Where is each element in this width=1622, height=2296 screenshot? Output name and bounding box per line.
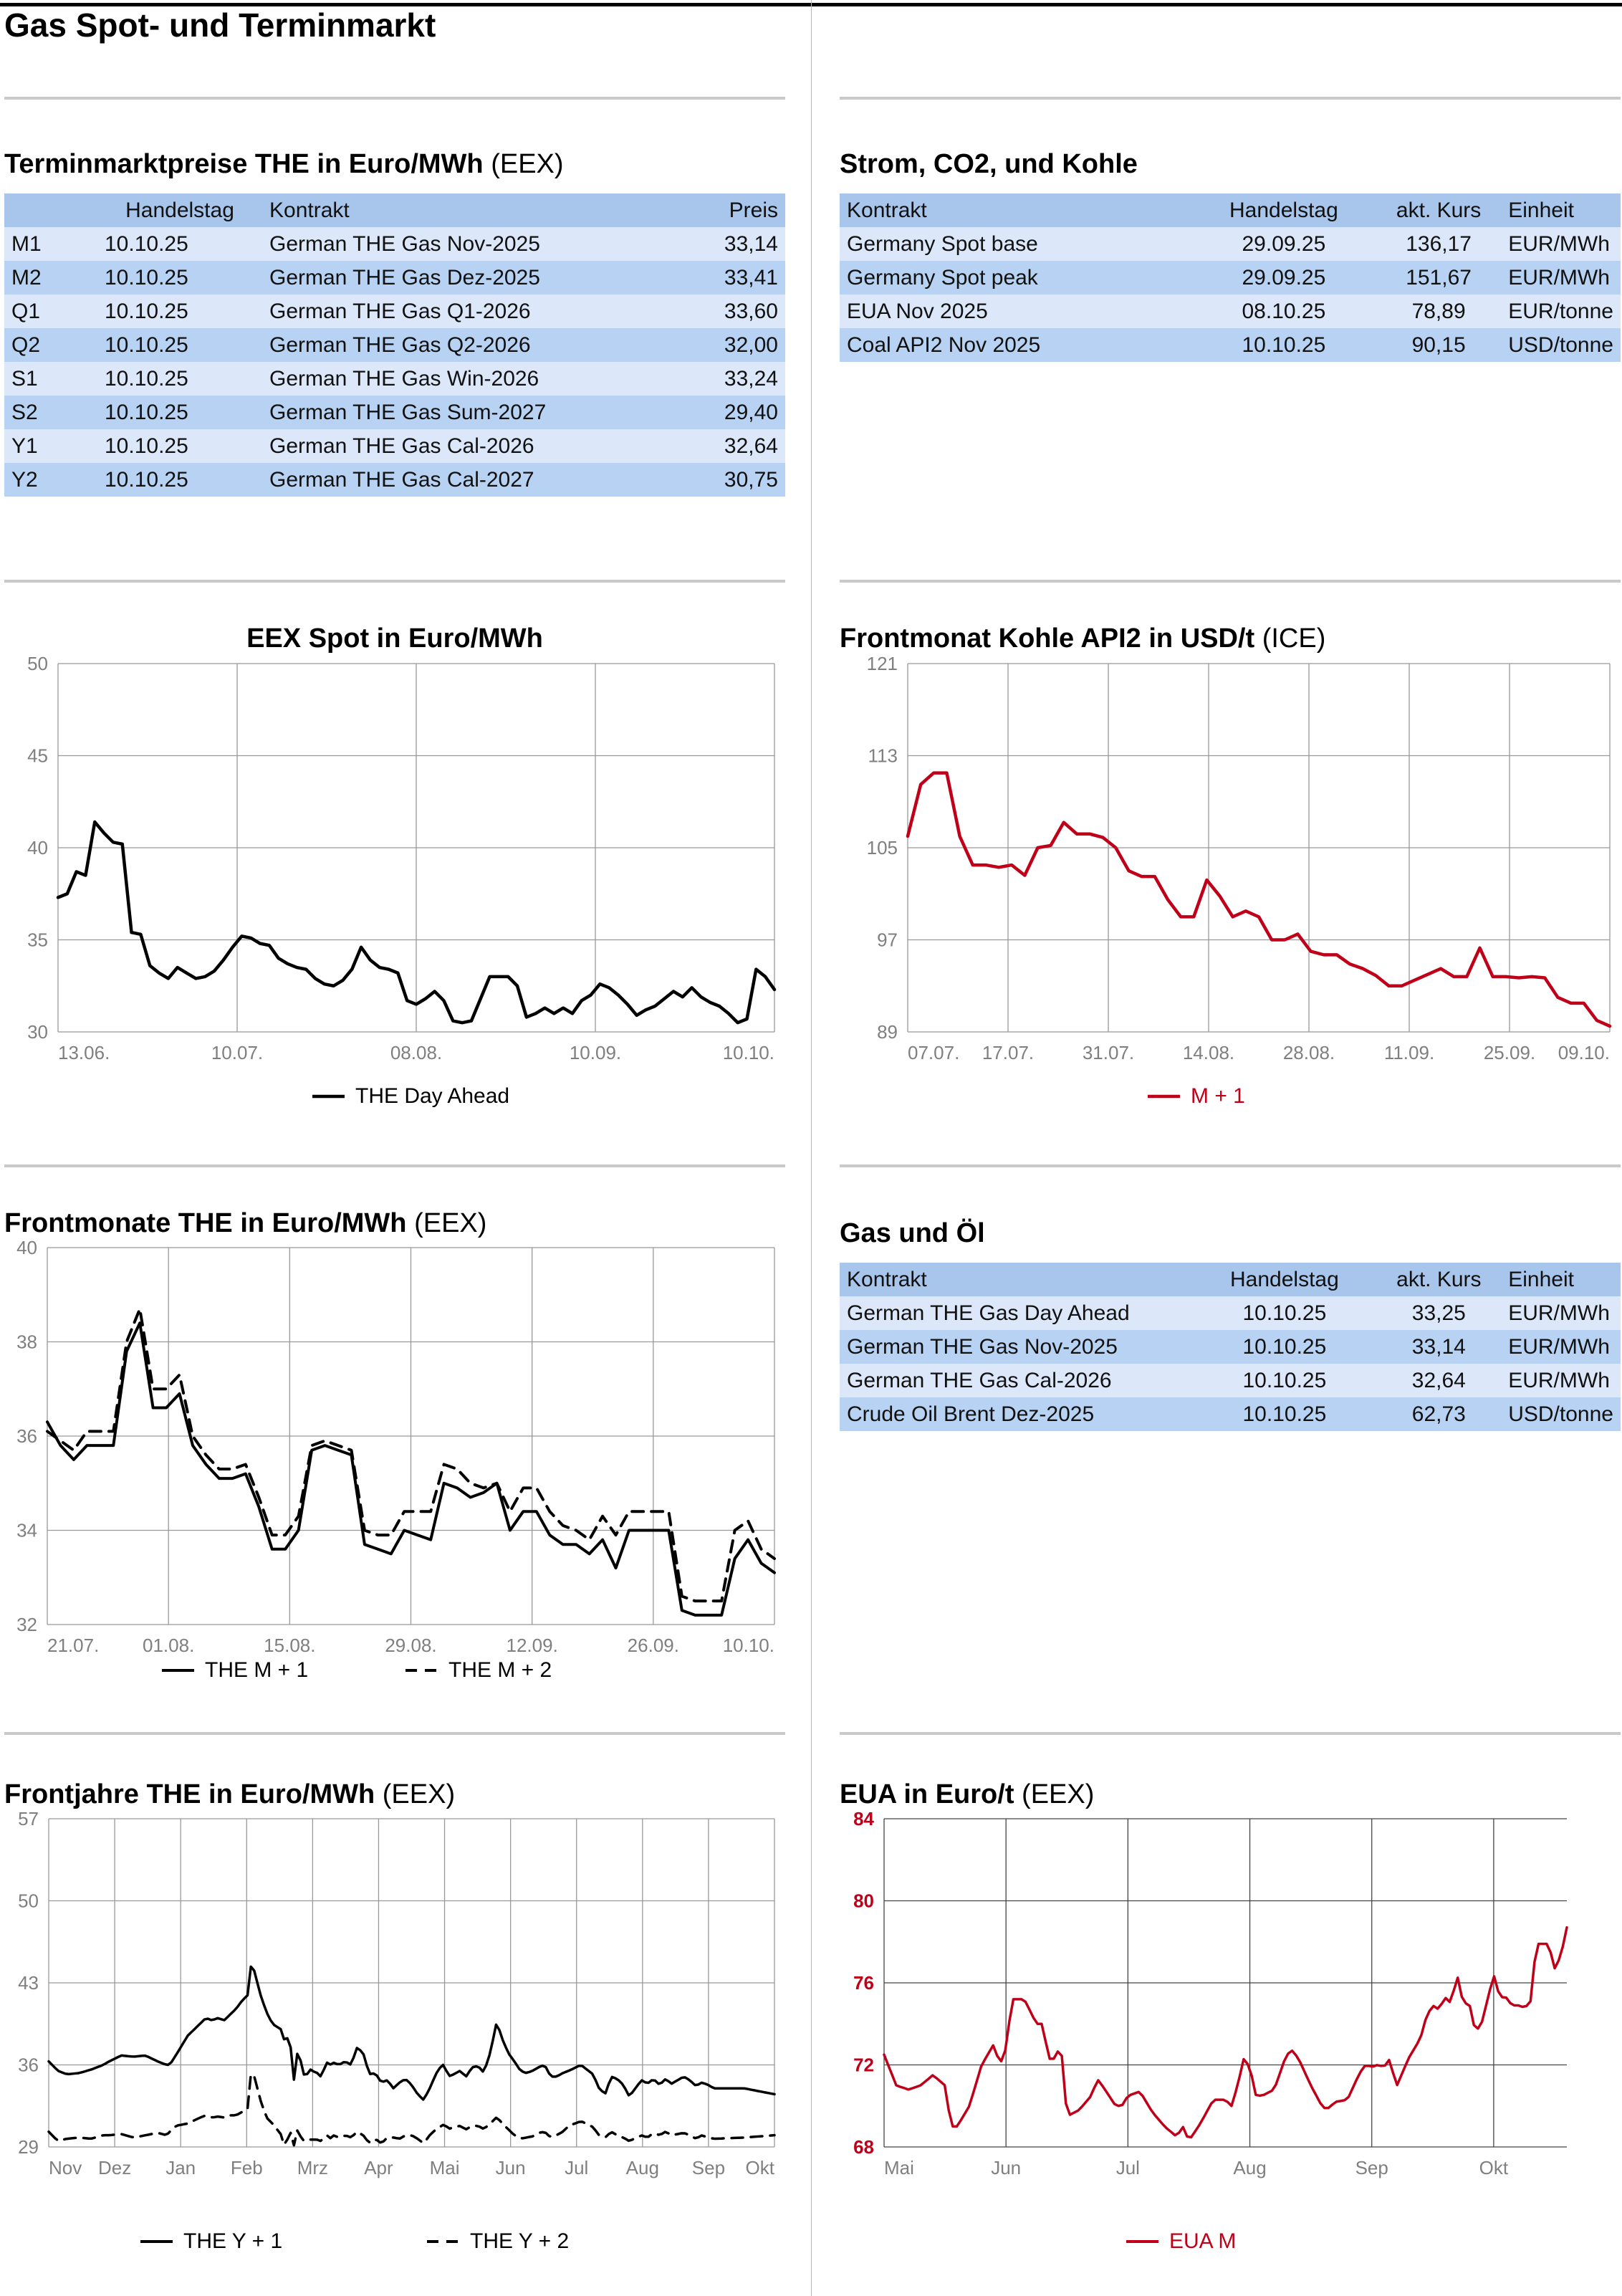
svg-text:113: 113 [868, 745, 898, 767]
svg-text:15.08.: 15.08. [264, 1635, 315, 1656]
svg-text:Okt: Okt [1479, 2157, 1509, 2178]
svg-text:01.08.: 01.08. [143, 1635, 194, 1656]
svg-text:Dez: Dez [98, 2157, 131, 2178]
svg-text:68: 68 [853, 2136, 874, 2158]
svg-text:10.09.: 10.09. [570, 1042, 621, 1063]
svg-text:26.09.: 26.09. [628, 1635, 679, 1656]
svg-text:28.08.: 28.08. [1283, 1042, 1335, 1063]
svg-text:THE M + 1: THE M + 1 [205, 1658, 308, 1682]
svg-text:36: 36 [16, 1425, 37, 1447]
svg-text:121: 121 [867, 653, 898, 674]
svg-text:THE Y + 2: THE Y + 2 [470, 2229, 569, 2253]
svg-text:12.09.: 12.09. [507, 1635, 558, 1656]
svg-text:Feb: Feb [231, 2157, 263, 2178]
svg-text:50: 50 [18, 1890, 39, 1912]
svg-text:34: 34 [16, 1520, 37, 1541]
svg-text:57: 57 [18, 1812, 39, 1829]
svg-text:07.07.: 07.07. [908, 1042, 959, 1063]
svg-text:THE Y + 1: THE Y + 1 [183, 2229, 282, 2253]
svg-text:50: 50 [27, 653, 48, 674]
svg-text:10.07.: 10.07. [211, 1042, 263, 1063]
svg-text:10.10.: 10.10. [723, 1635, 774, 1656]
svg-text:45: 45 [27, 745, 48, 767]
svg-text:THE Day Ahead: THE Day Ahead [355, 1084, 509, 1108]
svg-text:14.08.: 14.08. [1183, 1042, 1234, 1063]
svg-text:72: 72 [853, 2055, 874, 2076]
svg-text:21.07.: 21.07. [47, 1635, 99, 1656]
svg-text:Jul: Jul [1116, 2157, 1140, 2178]
svg-text:Jun: Jun [991, 2157, 1021, 2178]
svg-text:29: 29 [18, 2136, 39, 2158]
svg-text:97: 97 [877, 929, 898, 951]
svg-text:40: 40 [27, 837, 48, 858]
svg-text:Aug: Aug [1233, 2157, 1266, 2178]
svg-text:17.07.: 17.07. [982, 1042, 1034, 1063]
svg-text:Sep: Sep [692, 2157, 725, 2178]
svg-text:M + 1: M + 1 [1191, 1084, 1245, 1108]
svg-text:35: 35 [27, 929, 48, 951]
svg-text:10.10.: 10.10. [723, 1042, 774, 1063]
svg-text:Jul: Jul [565, 2157, 588, 2178]
svg-text:Mai: Mai [430, 2157, 460, 2178]
svg-text:Nov: Nov [49, 2157, 82, 2178]
svg-text:89: 89 [877, 1021, 898, 1043]
svg-text:Apr: Apr [364, 2157, 393, 2178]
svg-text:40: 40 [16, 1240, 37, 1258]
svg-text:THE M + 2: THE M + 2 [448, 1658, 552, 1682]
svg-text:EUA M: EUA M [1169, 2229, 1236, 2253]
svg-text:32: 32 [16, 1614, 37, 1635]
svg-text:80: 80 [853, 1890, 874, 1912]
svg-text:Jan: Jan [165, 2157, 196, 2178]
svg-text:Mai: Mai [884, 2157, 914, 2178]
svg-text:Aug: Aug [626, 2157, 659, 2178]
svg-text:31.07.: 31.07. [1083, 1042, 1134, 1063]
svg-text:09.10.: 09.10. [1558, 1042, 1610, 1063]
svg-text:11.09.: 11.09. [1384, 1042, 1434, 1063]
svg-text:Jun: Jun [496, 2157, 526, 2178]
svg-text:43: 43 [18, 1972, 39, 1994]
svg-text:Mrz: Mrz [297, 2157, 328, 2178]
svg-text:25.09.: 25.09. [1484, 1042, 1535, 1063]
svg-text:Sep: Sep [1355, 2157, 1388, 2178]
svg-text:30: 30 [27, 1021, 48, 1043]
svg-text:36: 36 [18, 2055, 39, 2076]
svg-text:38: 38 [16, 1331, 37, 1353]
svg-text:Okt: Okt [746, 2157, 775, 2178]
svg-text:105: 105 [867, 837, 898, 858]
svg-text:13.06.: 13.06. [58, 1042, 110, 1063]
svg-text:29.08.: 29.08. [385, 1635, 436, 1656]
svg-text:76: 76 [853, 1972, 874, 1994]
svg-text:08.08.: 08.08. [390, 1042, 442, 1063]
svg-text:84: 84 [853, 1812, 874, 1829]
